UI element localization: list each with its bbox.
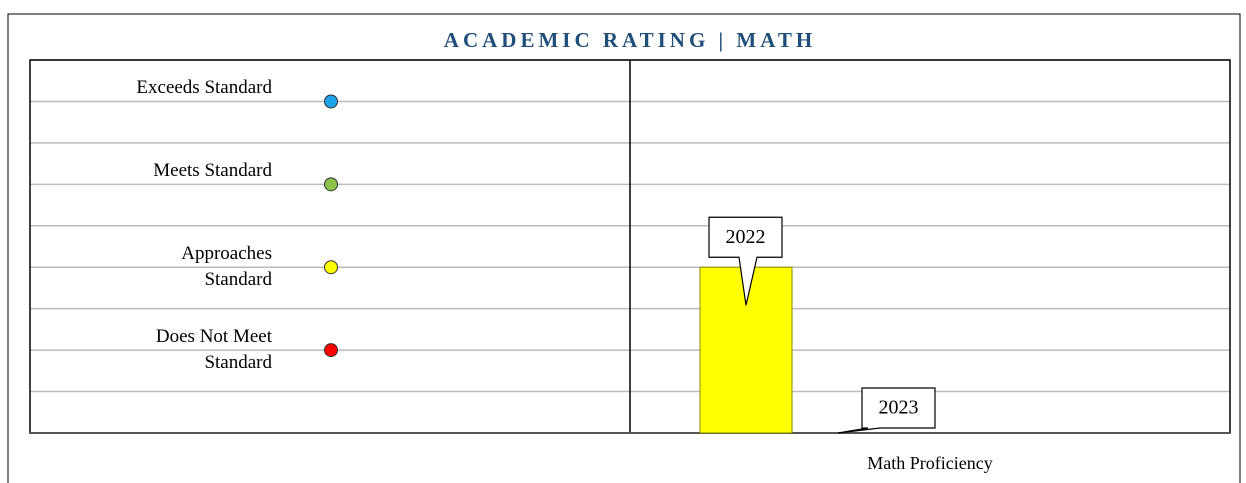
level-label: Meets Standard: [153, 160, 272, 182]
data-label: 2023: [879, 397, 919, 419]
callout: [837, 387, 936, 434]
level-marker: [324, 177, 338, 192]
level-marker: [324, 94, 338, 109]
data-label: 2022: [726, 226, 766, 248]
chart-title: ACADEMIC RATING | MATH: [444, 28, 816, 52]
x-tick-label: Math Proficiency: [867, 453, 992, 473]
level-label: Does Not Meet Standard: [155, 326, 272, 374]
level-label: Exceeds Standard: [136, 77, 272, 99]
level-label: Approaches Standard: [181, 243, 272, 291]
level-marker: [324, 343, 338, 358]
frame: [7, 13, 1241, 483]
level-marker: [324, 260, 338, 275]
callout: [708, 216, 783, 306]
